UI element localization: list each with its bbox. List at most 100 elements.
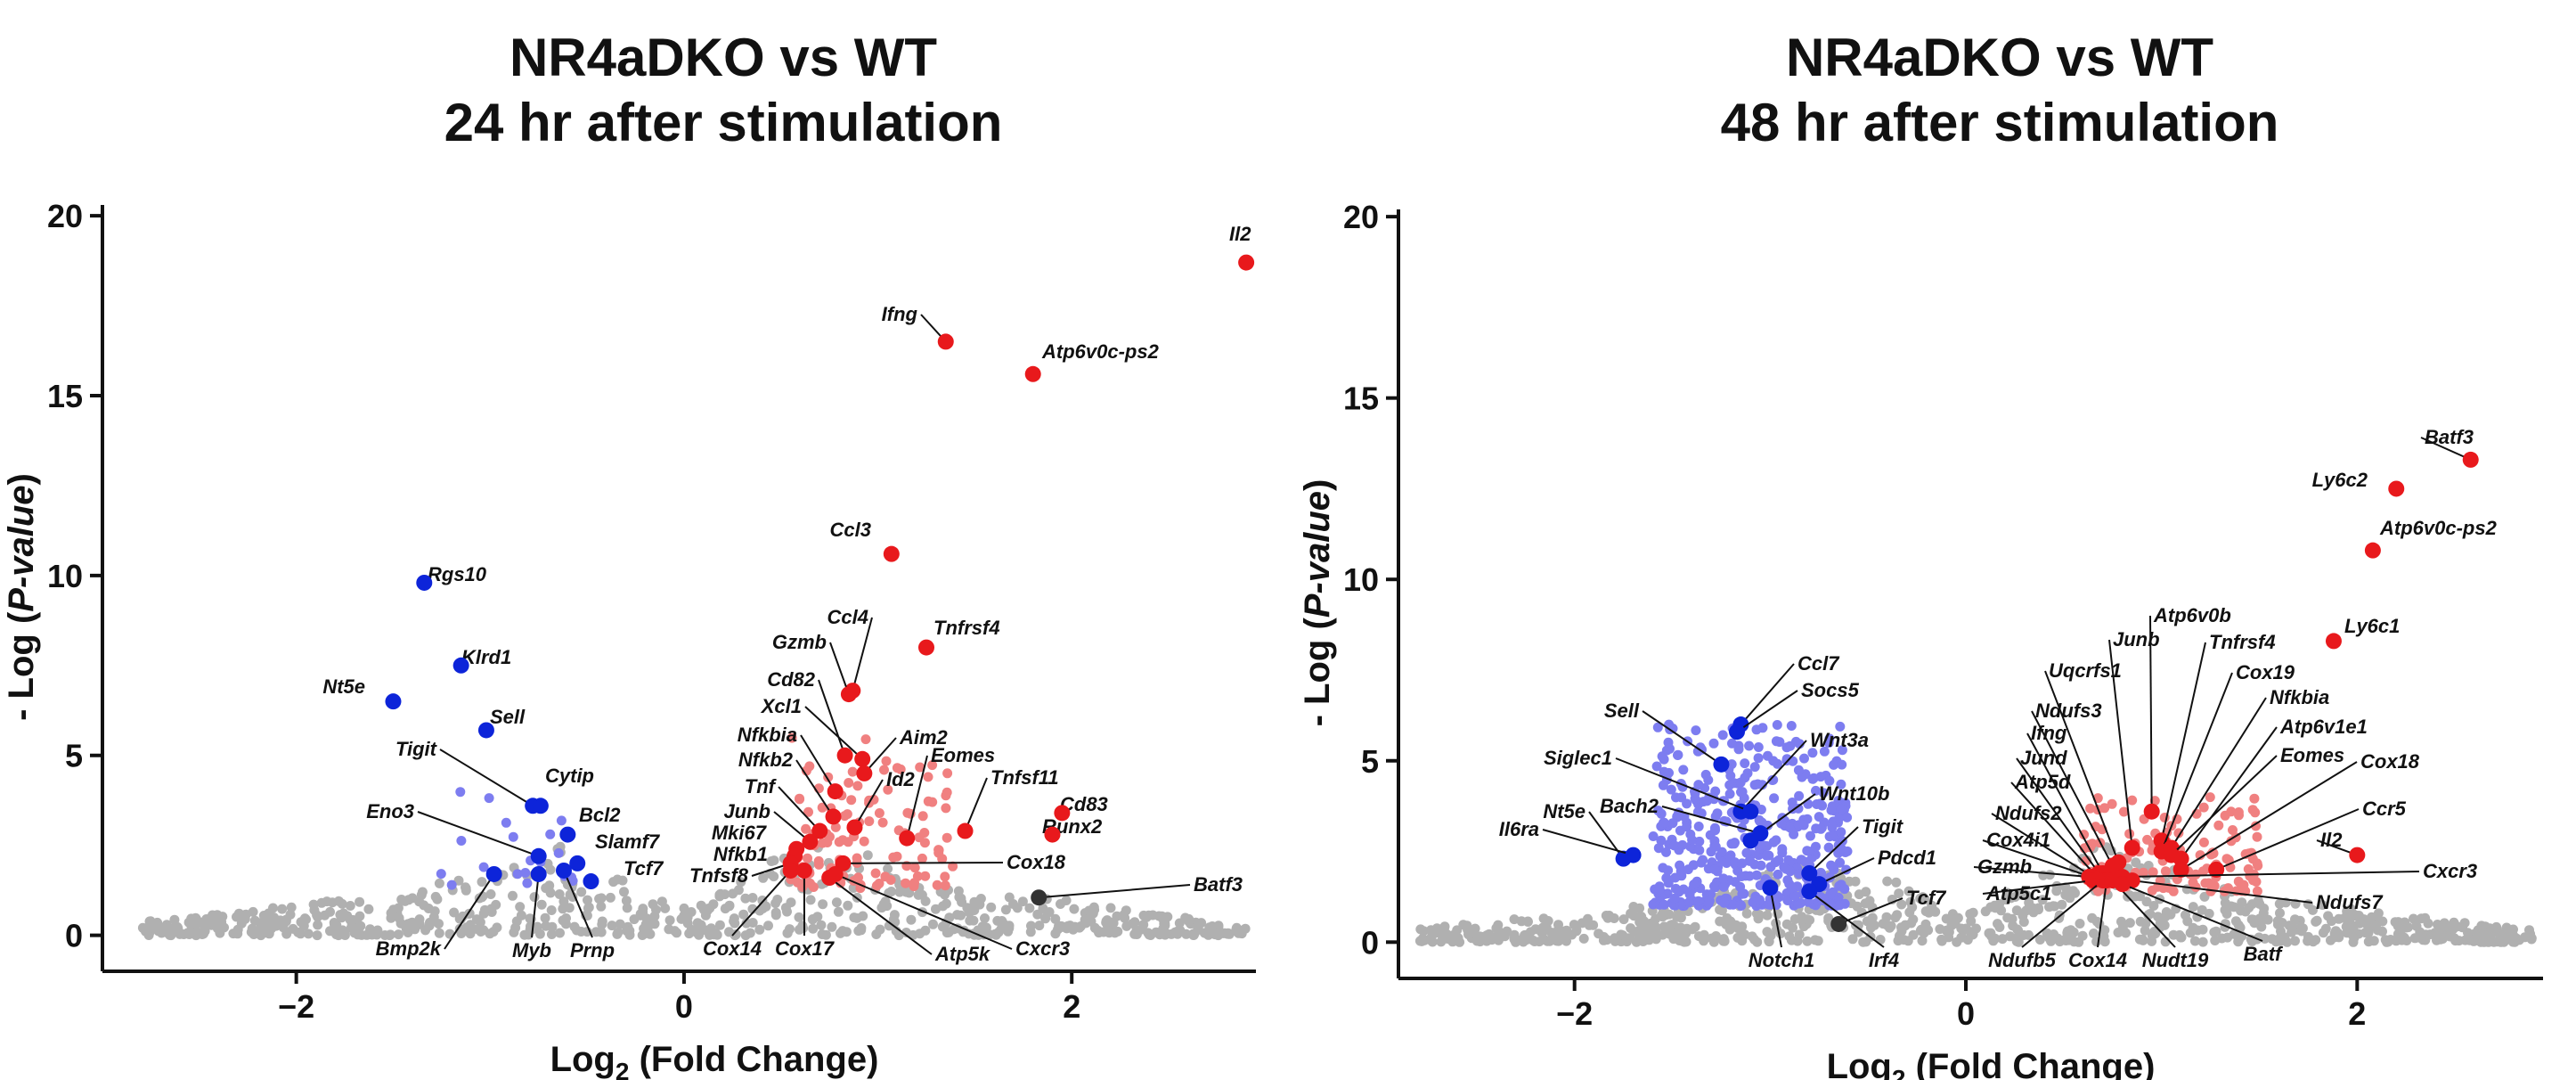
gene-batf3: Batf3 [1031, 873, 1243, 906]
data-point [1740, 758, 1750, 769]
data-point [1470, 923, 1480, 934]
highlighted-point [532, 798, 549, 814]
data-point [1687, 924, 1698, 935]
data-point [2009, 892, 2020, 902]
data-point [1651, 934, 1661, 945]
data-point [331, 929, 341, 940]
data-point [2520, 932, 2531, 943]
data-point [2113, 928, 2124, 937]
data-point [572, 925, 582, 936]
label-leader-line [1818, 857, 1875, 886]
data-point [948, 861, 958, 871]
data-point [1747, 931, 1757, 942]
data-point [1827, 822, 1838, 832]
gene-notch1: Notch1 [1749, 880, 1814, 971]
label-leader-line [2170, 755, 2278, 856]
gene-atp6v0c-ps2: Atp6v0c-ps2 [1024, 340, 1160, 382]
gene-irf4: Irf4 [1801, 883, 1899, 971]
data-point [2153, 912, 2164, 922]
gene-wnt3a: Wnt3a [1732, 729, 1869, 820]
data-point [576, 887, 587, 897]
label-leader-line [1973, 866, 2090, 879]
data-point [2189, 936, 2200, 946]
data-point [862, 850, 873, 861]
data-point [208, 919, 218, 929]
data-point [1657, 751, 1667, 762]
data-point [2249, 793, 2260, 804]
data-point [1034, 920, 1045, 931]
data-point [444, 929, 455, 939]
data-point [1656, 835, 1667, 846]
data-point [1017, 896, 1028, 907]
gene-label: Atp5c1 [1985, 882, 2051, 904]
point-cloud-ns [1414, 842, 2537, 947]
gene-cox14: Cox14 [2068, 872, 2127, 971]
gene-label: Tnfsf8 [689, 864, 749, 887]
gene-batf3: Batf3 [2420, 426, 2479, 468]
data-point [316, 897, 327, 908]
data-point [1794, 929, 1805, 940]
data-point [1724, 924, 1735, 935]
data-point [1754, 895, 1765, 905]
label-leader-line [835, 873, 1013, 950]
highlighted-point [1729, 724, 1746, 740]
data-point [2158, 883, 2169, 894]
highlighted-point [846, 819, 863, 836]
data-point [1749, 780, 1760, 790]
gene-atp6v0c-ps2: Atp6v0c-ps2 [2364, 517, 2498, 559]
highlighted-point [827, 865, 844, 882]
data-point [219, 922, 229, 933]
label-leader-line [1661, 806, 1761, 835]
data-point [2093, 886, 2104, 896]
data-point [2124, 918, 2135, 929]
data-point [1997, 934, 2008, 945]
gene-klrd1: Klrd1 [452, 646, 511, 674]
data-point [1917, 936, 1928, 946]
data-point [879, 765, 889, 775]
data-point [1777, 847, 1788, 858]
gene-junb: Junb [2108, 628, 2160, 856]
highlighted-point [2114, 876, 2131, 893]
data-point [2051, 886, 2062, 896]
data-point [883, 784, 893, 795]
label-leader-line [2160, 672, 2233, 852]
data-point [2247, 854, 2258, 864]
data-point [1941, 925, 1952, 936]
highlighted-point [485, 865, 502, 882]
data-point [803, 806, 813, 817]
gene-atp5k: Atp5k [821, 870, 991, 965]
data-point [1664, 929, 1675, 939]
data-point [1765, 930, 1776, 941]
gene-label: Tcf7 [624, 857, 664, 880]
data-point [1853, 920, 1863, 930]
data-point [1231, 922, 1242, 933]
gene-ccl3: Ccl3 [830, 519, 900, 562]
data-point [2465, 935, 2474, 945]
data-point [736, 877, 746, 888]
gene-label: Irf4 [1869, 949, 1899, 971]
label-leader-line [2122, 883, 2263, 942]
data-point [1965, 909, 1976, 920]
label-leader-line [800, 734, 836, 792]
data-point [912, 871, 923, 881]
data-point [362, 929, 372, 940]
data-point [1768, 756, 1779, 766]
data-point [1905, 896, 1916, 907]
data-point [508, 890, 518, 901]
highlighted-point [2143, 803, 2160, 820]
data-point [2274, 898, 2285, 909]
data-point [1685, 829, 1696, 839]
data-point [2233, 807, 2244, 817]
data-point [953, 886, 964, 896]
data-point [2311, 916, 2321, 927]
data-point [1989, 900, 2000, 911]
label-leader-line [2097, 880, 2108, 948]
data-point [1659, 921, 1669, 932]
label-leader-line [2044, 670, 2120, 863]
data-point [1786, 721, 1797, 731]
data-point [2236, 905, 2246, 916]
gene-label: Ifng [882, 303, 918, 325]
highlighted-point [957, 822, 974, 839]
highlighted-point [583, 873, 599, 890]
data-point [583, 895, 592, 905]
